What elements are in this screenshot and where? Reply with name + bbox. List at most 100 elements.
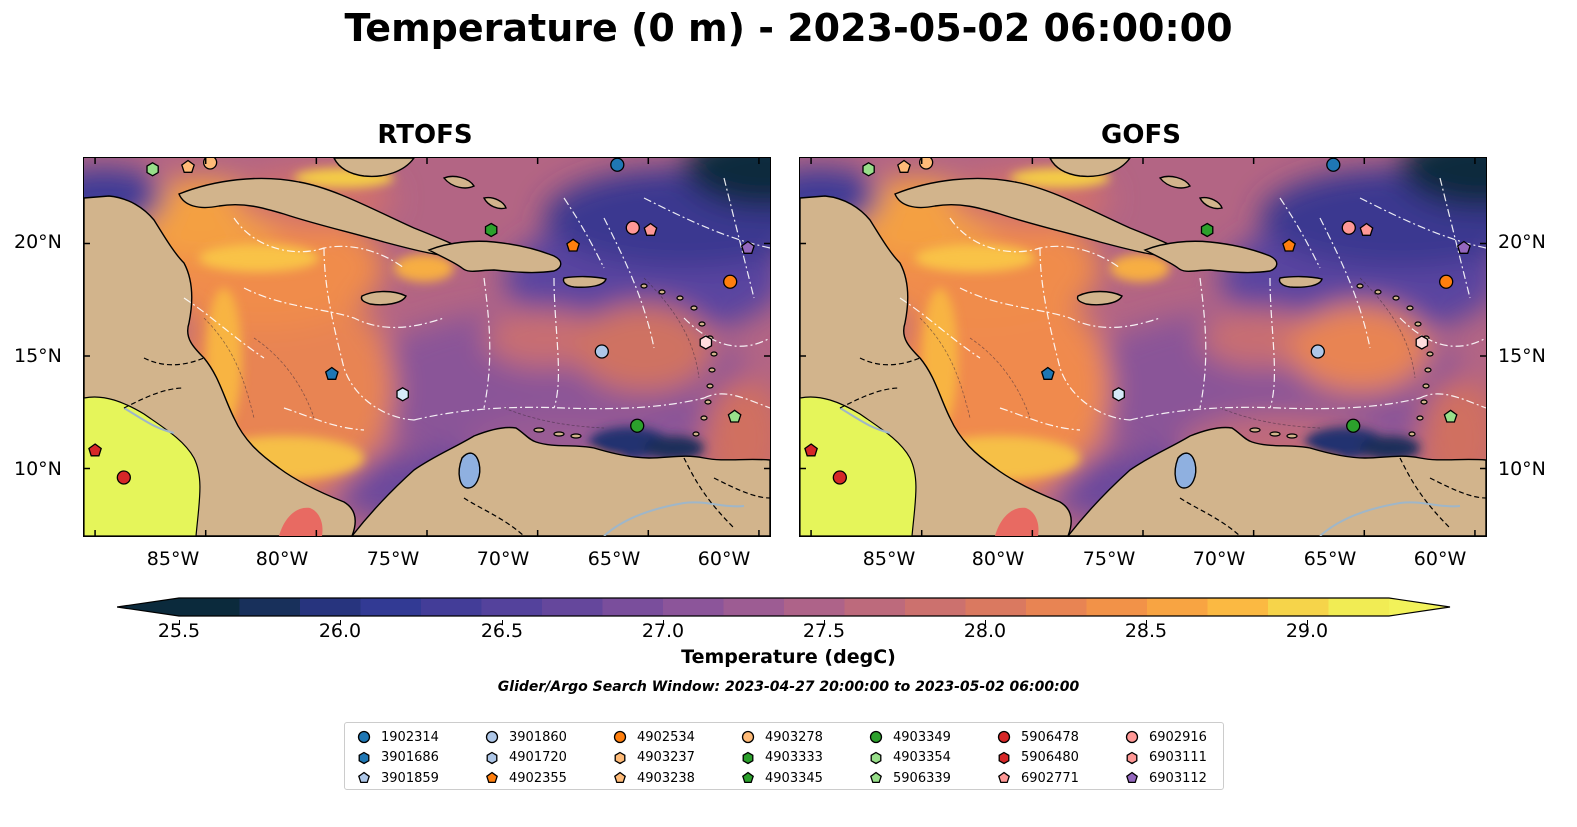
float-marker (740, 240, 755, 254)
float-marker (699, 335, 713, 350)
pentagon-marker-icon (358, 771, 370, 784)
hexagon-marker-icon (1126, 751, 1138, 764)
colorbar-bin (360, 598, 422, 616)
island (640, 283, 648, 289)
float-marker (484, 222, 498, 238)
colorbar-tick-25-5: 25.5 (157, 620, 201, 642)
float-marker (88, 443, 102, 457)
eez-line (323, 247, 415, 421)
warm-filaments (915, 168, 1486, 493)
colorbar-bin (1328, 598, 1390, 616)
legend-label: 4903349 (893, 729, 951, 745)
legend-label: 5906339 (893, 770, 951, 786)
eez-line (959, 287, 1161, 328)
island (698, 321, 706, 327)
legend-label: 6902771 (1021, 770, 1079, 786)
colorbar-tick-28-5: 28.5 (1124, 620, 1168, 642)
legend-item: 3901686 (357, 748, 439, 769)
hexagon-marker-icon (742, 751, 754, 764)
lat-label-15n: 15°N (14, 345, 62, 367)
river (839, 407, 891, 434)
legend-item: 5906480 (997, 748, 1079, 769)
colorbar-tick-29-0: 29.0 (1285, 620, 1329, 642)
float-marker (723, 274, 738, 289)
colorbar-bin (663, 598, 725, 616)
hexagon-marker-icon (870, 751, 882, 764)
island (1416, 415, 1424, 421)
island (706, 383, 714, 389)
eez-line (603, 217, 655, 349)
legend-marker (997, 731, 1011, 744)
circle-marker-icon (741, 731, 755, 744)
lake-maracaibo (1174, 452, 1197, 489)
contour (919, 317, 971, 419)
colorbar-tick-27-0: 27.0 (641, 620, 685, 642)
eez-boundaries (899, 177, 1486, 431)
float-marker (594, 344, 609, 359)
float-marker (727, 409, 742, 423)
temperature-map-gofs (800, 158, 1486, 536)
border (143, 357, 205, 366)
lon-label-75w: 75°W (366, 548, 420, 570)
florida-land (1049, 158, 1131, 178)
legend-item: 4903238 (613, 768, 695, 789)
lon-label-85w: 85°W (146, 548, 200, 570)
lat-label-10n-right: 10°N (1498, 458, 1546, 480)
pentagon-marker-icon (486, 771, 498, 784)
island (704, 399, 712, 405)
lake-maracaibo (458, 452, 481, 489)
island (553, 431, 565, 437)
lat-label-15n-right: 15°N (1498, 345, 1546, 367)
float-marker (1112, 387, 1125, 402)
colorbar-bin (965, 598, 1027, 616)
eez-line (683, 317, 770, 347)
hispaniola-land (427, 240, 562, 274)
float-marker (625, 220, 640, 235)
float-marker (630, 418, 645, 433)
float-marker (566, 238, 580, 252)
legend-label: 5906478 (1021, 729, 1079, 745)
legend-label: 4903237 (637, 750, 695, 766)
lon-label-85w-b: 85°W (862, 548, 916, 570)
colorbar-label: Temperature (degC) (681, 646, 896, 668)
legend-marker (1126, 771, 1138, 784)
island (710, 351, 718, 357)
lat-label-20n: 20°N (14, 231, 62, 253)
map-panel-gofs[interactable] (799, 157, 1487, 537)
lon-label-80w: 80°W (255, 548, 309, 570)
colorbar-bin (239, 598, 301, 616)
legend-item: 4903345 (741, 768, 823, 789)
figure-title: Temperature (0 m) - 2023-05-02 06:00:00 (344, 6, 1233, 50)
panel-title-rtofs: RTOFS (377, 120, 473, 150)
hexagon-marker-icon (358, 751, 370, 764)
legend-marker (998, 771, 1010, 784)
legend-marker (358, 751, 370, 764)
legend-marker (870, 771, 882, 784)
eez-line (899, 297, 981, 359)
colorbar-tick-28-0: 28.0 (963, 620, 1007, 642)
legend-item: 4903349 (869, 727, 951, 748)
island (690, 305, 698, 311)
rivers (123, 407, 745, 536)
legend-label: 4903278 (765, 729, 823, 745)
circle-marker-icon (869, 731, 883, 744)
legend-marker (486, 751, 498, 764)
map-panel-rtofs[interactable] (83, 157, 771, 537)
float-marker (202, 158, 218, 170)
float-marker (1415, 335, 1429, 350)
island (1406, 305, 1414, 311)
puerto-rico-land (562, 275, 607, 288)
legend-label: 3901860 (509, 729, 567, 745)
float-marker (396, 387, 409, 402)
legend-marker (870, 751, 882, 764)
legend-marker (614, 751, 626, 764)
float-marker (1443, 409, 1458, 423)
island (1424, 367, 1432, 373)
legend-label: 3901686 (381, 750, 439, 766)
legend-label: 4901720 (509, 750, 567, 766)
lat-label-10n: 10°N (14, 458, 62, 480)
colorbar-bin (1147, 598, 1209, 616)
axis-ticks (800, 158, 1486, 536)
florida-land (333, 158, 415, 178)
colorbar-bin (542, 598, 604, 616)
